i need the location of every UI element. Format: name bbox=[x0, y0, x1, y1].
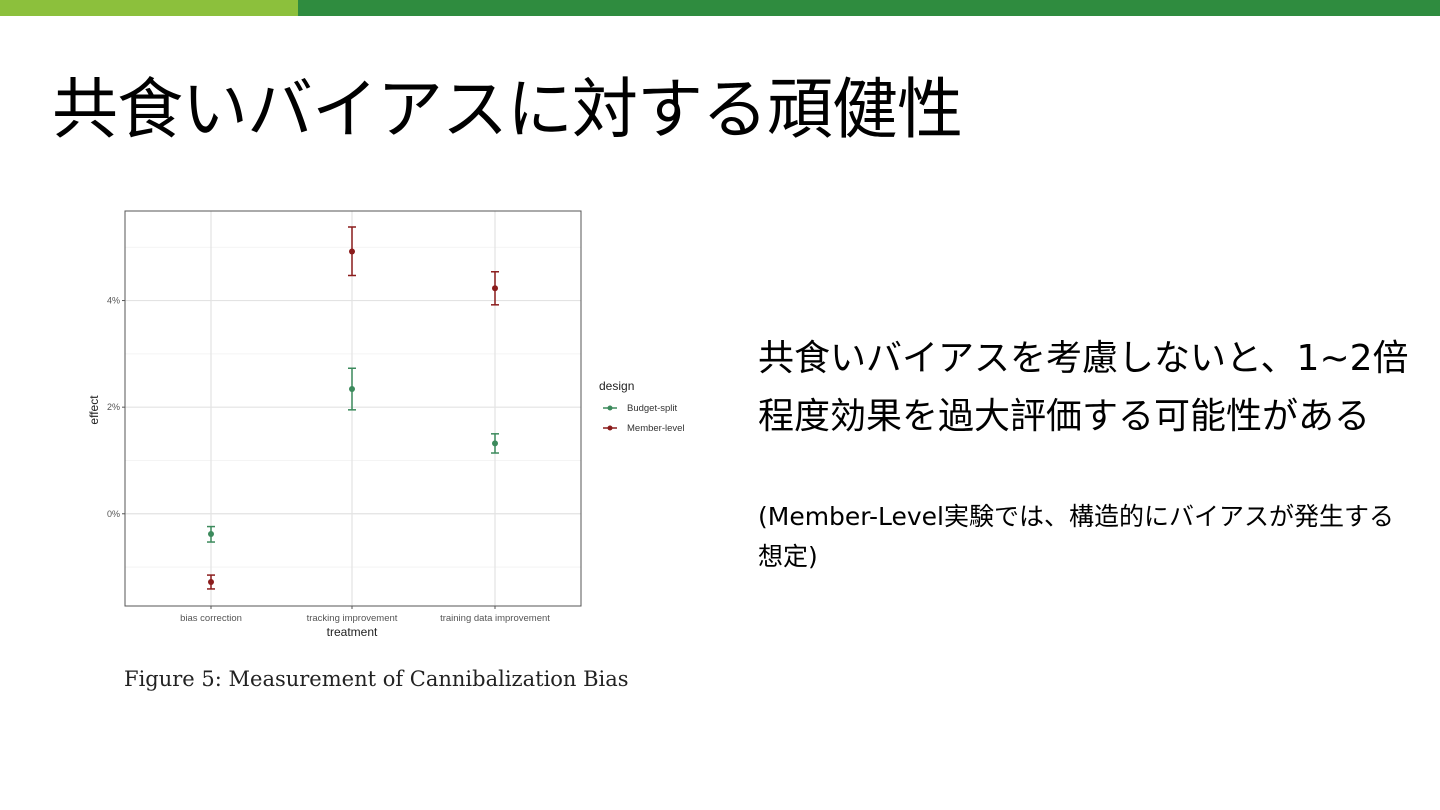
y-tick-label: 4% bbox=[107, 296, 120, 306]
effect-chart: 0% 2% 4% bias correction tracking improveme… bbox=[87, 210, 685, 639]
legend-label: Budget-split bbox=[627, 403, 678, 414]
x-tick-label: tracking improvement bbox=[307, 613, 398, 624]
data-point bbox=[208, 579, 214, 586]
figure-caption: Figure 5: Measurement of Cannibalization… bbox=[124, 667, 629, 691]
data-point bbox=[349, 248, 355, 255]
x-tick-label: bias correction bbox=[180, 613, 242, 624]
x-axis-label: treatment bbox=[327, 625, 378, 639]
slide-title: 共食いバイアスに対する頑健性 bbox=[52, 71, 963, 148]
x-tick-label: training data improvement bbox=[440, 613, 550, 624]
y-tick-label: 2% bbox=[107, 402, 120, 412]
plot-panel-border bbox=[124, 210, 582, 607]
legend-title: design bbox=[599, 379, 634, 393]
data-point bbox=[492, 440, 498, 447]
y-tick-label: 0% bbox=[107, 509, 120, 519]
data-point bbox=[492, 285, 498, 292]
grid bbox=[125, 211, 581, 606]
data-point bbox=[349, 386, 355, 393]
top-accent-bar-dark bbox=[298, 0, 1440, 16]
top-accent-bar-light bbox=[0, 0, 298, 16]
legend-key-point bbox=[607, 425, 613, 431]
legend-key-point bbox=[607, 405, 613, 411]
note-statement: (Member-Level実験では、構造的にバイアスが発生する想定) bbox=[758, 502, 1395, 571]
legend-label: Member-level bbox=[627, 423, 685, 434]
main-statement: 共食いバイアスを考慮しないと、1~2倍程度効果を過大評価する可能性がある bbox=[758, 338, 1409, 437]
data-point bbox=[208, 531, 214, 538]
legend: design Budget-split Member-level bbox=[599, 379, 685, 434]
y-axis-label: effect bbox=[87, 395, 101, 425]
